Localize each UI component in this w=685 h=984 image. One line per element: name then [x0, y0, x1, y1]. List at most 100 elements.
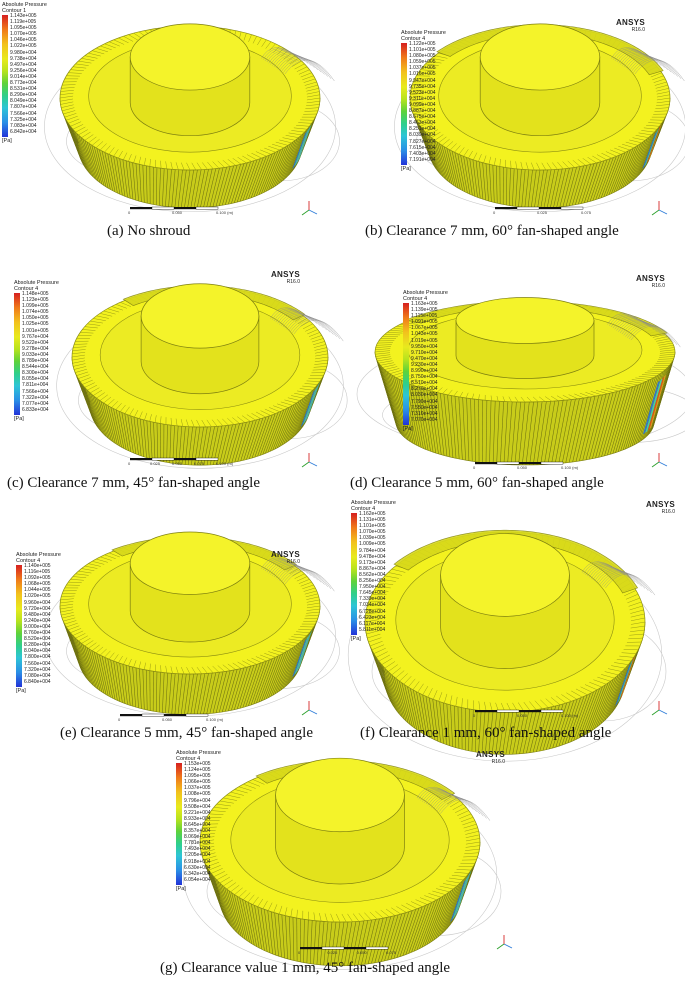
legend-value: 1.091e+005	[411, 319, 438, 326]
scale-label: 0.075	[386, 950, 397, 955]
pressure-legend: Absolute Pressure Contour 4 1.140e+005 1.11…	[16, 552, 76, 694]
legend-value: 9.230e+004	[411, 361, 438, 368]
legend-value: 7.080e+004	[24, 672, 51, 679]
legend-value: 9.173e+004	[359, 559, 386, 566]
gear-hub	[275, 757, 405, 885]
legend-title: Contour 4	[16, 558, 41, 564]
legend-value: 9.033e+004	[22, 351, 49, 358]
pressure-hotspot	[642, 374, 667, 435]
scale-label: 0.100 (m)	[216, 210, 234, 215]
legend-value: 9.738e+004	[10, 55, 37, 62]
pressure-hotspot	[292, 629, 313, 678]
legend-value: 1.037e+005	[409, 65, 436, 72]
legend-value: 1.001e+005	[22, 327, 49, 334]
legend-value: 9.256e+004	[10, 67, 37, 74]
legend-color-bar	[401, 43, 407, 165]
legend-value: 1.124e+005	[184, 767, 211, 774]
legend-value: 1.009e+005	[359, 541, 386, 548]
legend-value: 8.510e+004	[411, 380, 438, 387]
legend-value: 8.055e+004	[22, 376, 49, 383]
legend-value: 9.014e+004	[10, 73, 37, 80]
scale-bar	[130, 206, 219, 210]
legend-value: 7.827e+004	[409, 138, 436, 145]
legend-color-bar	[403, 303, 409, 425]
legend-color-bar	[351, 513, 357, 635]
legend-value: 7.493e+004	[184, 846, 211, 853]
scale-label: 0	[128, 461, 131, 466]
legend-value: 8.645e+004	[184, 821, 211, 828]
panel-g: 0 0.025 0.050 0.075 Absolute Pressure Contour…	[160, 742, 530, 984]
legend-value: 8.039e+004	[409, 132, 436, 139]
legend-value: 7.566e+004	[22, 388, 49, 395]
streamlines	[270, 307, 344, 342]
gear-teeth	[59, 97, 321, 208]
gear-hub	[129, 531, 251, 643]
legend-value: 6.117e+004	[359, 620, 386, 627]
legend-value: 9.784e+004	[359, 547, 386, 554]
scale-label: 0.050	[356, 950, 367, 955]
legend-value: 9.478e+004	[359, 553, 386, 560]
legend-value: 9.522e+004	[22, 339, 49, 346]
legend-value: 1.095e+005	[10, 25, 37, 32]
scale-bar	[475, 461, 564, 465]
legend-value: 9.720e+004	[24, 605, 51, 612]
legend-value: 1.099e+005	[22, 303, 49, 310]
legend-value: 1.101e+005	[359, 523, 386, 530]
axis-triad-icon	[301, 453, 318, 468]
legend-value: 1.143e+005	[10, 13, 37, 19]
legend-title: Contour 4	[403, 296, 428, 302]
legend-value: 8.040e+004	[24, 648, 51, 655]
legend-title: Contour 1	[2, 8, 27, 14]
legend-value: 7.560e+004	[24, 660, 51, 667]
legend-value: 8.300e+004	[22, 370, 49, 377]
panel-a: 0 0.050 0.100 (m) Absolute Pressure Contour …	[0, 0, 340, 250]
legend-value: 6.728e+004	[359, 608, 386, 615]
legend-unit: [Pa]	[351, 636, 361, 642]
legend-value: 1.080e+005	[409, 53, 436, 60]
legend-value: 1.070e+005	[10, 31, 37, 38]
legend-value: 6.833e+004	[22, 406, 49, 413]
ansys-logo: ANSYS R16.0	[270, 270, 300, 285]
axis-triad-icon	[651, 453, 668, 468]
legend-value: 8.280e+004	[24, 642, 51, 649]
legend-value: 9.960e+004	[24, 599, 51, 606]
legend-value: 6.630e+004	[184, 864, 211, 871]
legend-value: 9.710e+004	[411, 349, 438, 356]
gear-render-e	[44, 531, 340, 717]
legend-value: 7.310e+004	[411, 410, 438, 417]
scale-label: 0	[128, 210, 131, 215]
legend-value: 5.811e+004	[359, 626, 386, 633]
panel-e: 0 0.050 0.100 (m) Absolute Pressure Contour …	[0, 502, 340, 750]
pressure-legend: Absolute Pressure Contour 4 1.153e+005 1.12…	[176, 750, 236, 892]
legend-value: 1.092e+005	[24, 575, 51, 582]
pressure-legend: Absolute Pressure Contour 4 1.163e+005 1.13…	[403, 290, 463, 432]
legend-value: 1.025e+005	[22, 321, 49, 328]
streamlines	[261, 47, 335, 82]
legend-value: 9.508e+004	[184, 803, 211, 810]
legend-value: 1.039e+005	[359, 535, 386, 542]
legend-value: 1.140e+005	[24, 563, 51, 569]
legend-value: 7.811e+004	[22, 382, 49, 389]
scale-label: 0	[473, 465, 476, 470]
panel-c: 0 0.025 0.050 0.075 0.100 (m) Absolute Pressu…	[0, 262, 348, 502]
axis-triad-icon	[301, 701, 318, 716]
legend-value: 1.016e+005	[409, 71, 436, 78]
figure-caption: (f) Clearance 1 mm, 60° fan-shaped angle	[360, 725, 612, 741]
legend-value: 8.760e+004	[24, 630, 51, 637]
figure-caption: (d) Clearance 5 mm, 60° fan-shaped angle	[350, 475, 604, 491]
legend-value: 1.162e+005	[359, 511, 386, 517]
legend-value: 7.325e+004	[10, 116, 37, 123]
legend-value: 8.270e+004	[411, 386, 438, 393]
legend-value: 1.043e+005	[411, 331, 438, 338]
pressure-hotspot	[292, 122, 313, 170]
streamlines	[261, 557, 335, 592]
legend-value: 8.675e+004	[409, 114, 436, 121]
legend-unit: [Pa]	[403, 426, 413, 432]
legend-value: 7.191e+004	[409, 156, 436, 163]
legend-value: 7.034e+004	[359, 602, 386, 609]
ansys-logo: ANSYS R16.0	[635, 274, 665, 289]
legend-value: 9.278e+004	[22, 345, 49, 352]
legend-value: 1.044e+005	[24, 587, 51, 594]
scale-bar	[130, 457, 219, 461]
scale-label: 0.050	[172, 461, 183, 466]
